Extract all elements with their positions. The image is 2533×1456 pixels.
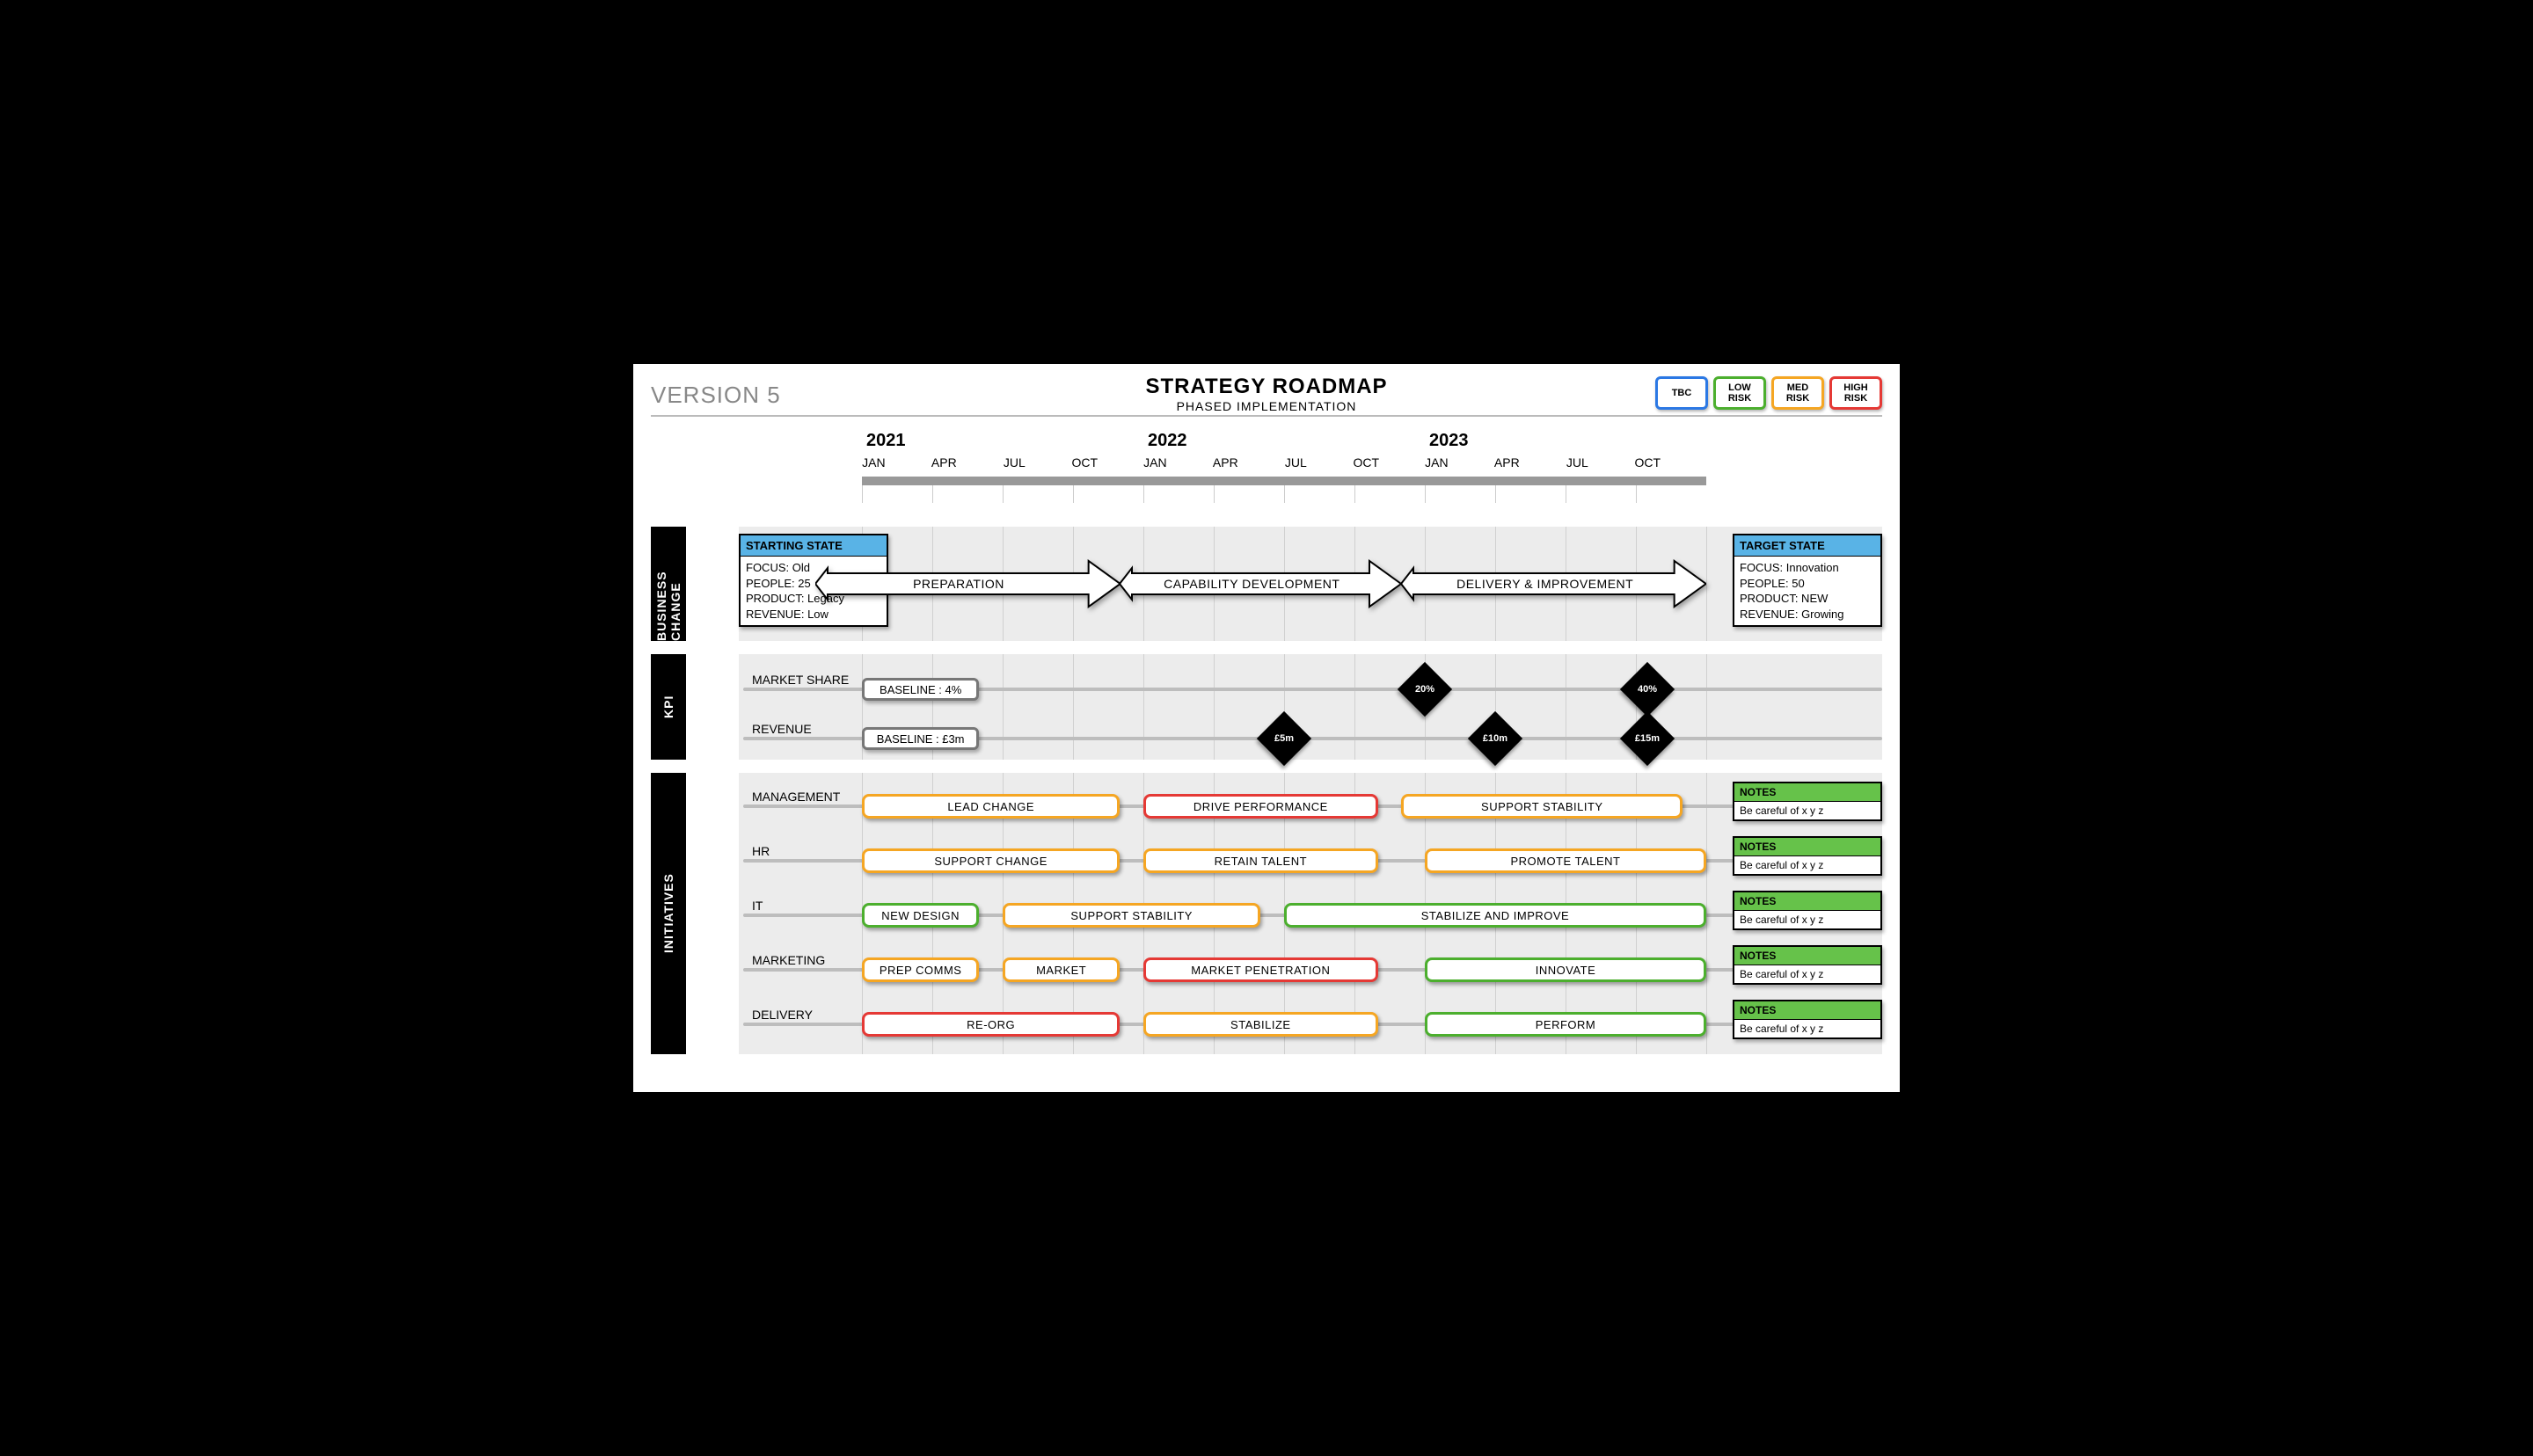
legend-tbc: TBC [1655,376,1708,410]
month-label: JUL [1004,455,1026,470]
section-kpi: MARKET SHARE BASELINE : 4%20%40% REVENUE… [690,654,1882,760]
legend-med-risk: MEDRISK [1771,376,1824,410]
roadmap-page: VERSION 5 STRATEGY ROADMAP PHASED IMPLEM… [633,364,1900,1092]
kpi-milestone-diamond: 20% [1398,662,1452,717]
legend-low-risk: LOWRISK [1713,376,1766,410]
state-line: REVENUE: Low [746,607,881,622]
initiative-row-label: MANAGEMENT [752,790,840,804]
initiative-row: MANAGEMENT LEAD CHANGE DRIVE PERFORMANCE S… [690,789,1882,824]
initiative-notes: NOTES Be careful of x y z [1733,891,1882,930]
side-label-business-change: BUSINESS CHANGE [651,527,686,641]
month-label: APR [1213,455,1238,470]
initiative-bar: RE-ORG [862,1012,1120,1037]
initiative-bar: PROMOTE TALENT [1425,848,1706,873]
state-line: REVENUE: Growing [1740,607,1875,622]
month-label: JAN [1143,455,1166,470]
kpi-milestone-diamond: £10m [1468,711,1522,766]
state-line: PEOPLE: 50 [1740,576,1875,592]
section-business-change: STARTING STATE FOCUS: OldPEOPLE: 25PRODU… [690,527,1882,641]
legend-high-risk: HIGHRISK [1829,376,1882,410]
notes-body: Be careful of x y z [1734,911,1880,928]
phase-arrow: DELIVERY & IMPROVEMENT [1401,559,1706,608]
month-label: OCT [1635,455,1661,470]
initiative-row-label: DELIVERY [752,1008,813,1022]
notes-body: Be careful of x y z [1734,802,1880,819]
phase-arrow: CAPABILITY DEVELOPMENT [1120,559,1401,608]
initiative-notes: NOTES Be careful of x y z [1733,1000,1882,1039]
initiative-row: DELIVERY RE-ORGSTABILIZEPERFORMNOTES Be … [690,1007,1882,1042]
initiative-bar: MARKET [1003,957,1120,982]
year-label: 2022 [1148,431,1187,451]
section-initiatives: MANAGEMENT LEAD CHANGE DRIVE PERFORMANCE S… [690,773,1882,1054]
state-line: FOCUS: Innovation [1740,560,1875,576]
initiative-notes: NOTES Be careful of x y z [1733,945,1882,985]
month-label: APR [1494,455,1520,470]
initiative-bar: MARKET PENETRATION [1143,957,1378,982]
notes-title: NOTES [1734,1001,1880,1020]
timeline-header-bar [862,477,1706,485]
initiative-bar: NEW DESIGN [862,903,979,928]
kpi-milestone-diamond: £5m [1257,711,1311,766]
initiative-bar: SUPPORT STABILITY [1401,794,1683,819]
notes-title: NOTES [1734,892,1880,911]
phase-arrow: PREPARATION [815,559,1121,608]
month-label: APR [931,455,957,470]
chart-area: BUSINESS CHANGE KPI INITIATIVES 2021 2022… [651,426,1882,1083]
year-label: 2021 [866,431,906,451]
year-label: 2023 [1429,431,1469,451]
kpi-baseline: BASELINE : £3m [862,727,979,750]
timeline-header: 2021 2022 2023 JAN APR JUL OCT JAN APR JUL OCT JAN… [862,426,1706,505]
initiative-bar: DRIVE PERFORMANCE [1143,794,1378,819]
starting-state-title: STARTING STATE [741,535,887,557]
kpi-row: MARKET SHARE BASELINE : 4%20%40% [690,672,1882,707]
initiative-bar: SUPPORT CHANGE [862,848,1120,873]
month-label: JUL [1285,455,1307,470]
month-label: JUL [1566,455,1588,470]
initiative-bar: INNOVATE [1425,957,1706,982]
kpi-baseline: BASELINE : 4% [862,678,979,701]
initiative-bar: LEAD CHANGE [862,794,1120,819]
notes-title: NOTES [1734,783,1880,802]
target-state-title: TARGET STATE [1734,535,1880,557]
initiative-bar: SUPPORT STABILITY [1003,903,1260,928]
notes-title: NOTES [1734,947,1880,965]
initiative-row-label: HR [752,844,770,858]
notes-body: Be careful of x y z [1734,1020,1880,1037]
notes-title: NOTES [1734,838,1880,856]
initiative-bar: PREP COMMS [862,957,979,982]
initiative-bar: STABILIZE AND IMPROVE [1284,903,1706,928]
side-label-kpi: KPI [651,654,686,760]
initiative-row-label: IT [752,899,763,913]
month-label: OCT [1354,455,1380,470]
initiative-row: HR SUPPORT CHANGE RETAIN TALENT PROMOTE TA… [690,843,1882,878]
notes-body: Be careful of x y z [1734,965,1880,983]
initiative-row-label: MARKETING [752,953,825,967]
kpi-row-label: MARKET SHARE [752,673,849,687]
notes-body: Be careful of x y z [1734,856,1880,874]
initiative-row: MARKETING PREP COMMS MARKET MARKET PENETRA… [690,952,1882,987]
month-label: JAN [862,455,885,470]
initiative-bar: PERFORM [1425,1012,1706,1037]
target-state-card: TARGET STATE FOCUS: InnovationPEOPLE: 50… [1733,534,1882,627]
initiative-notes: NOTES Be careful of x y z [1733,836,1882,876]
risk-legend: TBCLOWRISKMEDRISKHIGHRISK [1655,376,1882,410]
initiative-bar: STABILIZE [1143,1012,1378,1037]
initiative-bar: RETAIN TALENT [1143,848,1378,873]
kpi-row: REVENUE BASELINE : £3m£5m£10m£15m [690,721,1882,756]
month-label: OCT [1072,455,1099,470]
side-label-initiatives: INITIATIVES [651,773,686,1054]
header: VERSION 5 STRATEGY ROADMAP PHASED IMPLEM… [651,373,1882,417]
month-label: JAN [1425,455,1448,470]
initiative-row: IT NEW DESIGN SUPPORT STABILITY STABILIZE … [690,898,1882,933]
initiative-notes: NOTES Be careful of x y z [1733,782,1882,821]
kpi-row-label: REVENUE [752,722,812,736]
state-line: PRODUCT: NEW [1740,591,1875,607]
